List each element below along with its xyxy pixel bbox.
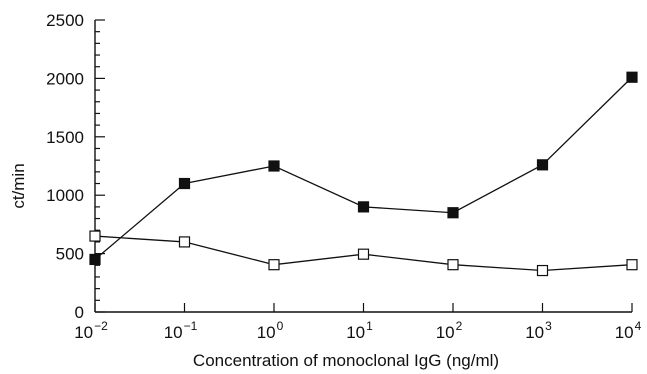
series-line-1 bbox=[94, 76, 633, 260]
x-tick-label: 100 bbox=[257, 319, 284, 342]
x-axis-title: Concentration of monoclonal IgG (ng/ml) bbox=[193, 351, 499, 370]
y-axis-title: ct/min bbox=[9, 163, 28, 208]
x-tick-label: 10−1 bbox=[164, 319, 198, 342]
open-square-marker bbox=[89, 230, 101, 242]
y-tick-label: 2500 bbox=[46, 11, 84, 30]
filled-square-marker bbox=[447, 207, 459, 219]
series-lines bbox=[94, 76, 633, 272]
open-square-marker bbox=[357, 248, 370, 260]
x-tick-label: 102 bbox=[436, 319, 463, 342]
x-tick-label: 104 bbox=[615, 319, 642, 342]
axes: 0 500 1000 1500 2000 2500 10−2 10−1 100 101 102 103… bbox=[46, 11, 641, 342]
open-square-marker bbox=[626, 259, 638, 271]
x-tick-label: 101 bbox=[346, 319, 373, 342]
y-tick-label: 500 bbox=[56, 245, 84, 264]
open-square-marker bbox=[536, 264, 549, 277]
filled-square-marker bbox=[536, 159, 549, 171]
filled-square-marker bbox=[268, 160, 280, 172]
filled-square-marker bbox=[357, 201, 370, 213]
filled-square-marker bbox=[178, 177, 191, 190]
filled-square-marker bbox=[89, 253, 101, 266]
series-markers bbox=[89, 71, 638, 277]
y-tick-label: 2000 bbox=[46, 69, 84, 88]
open-square-marker bbox=[447, 259, 459, 271]
open-square-marker bbox=[268, 259, 280, 271]
filled-square-marker bbox=[626, 71, 638, 83]
y-tick-label: 1000 bbox=[46, 186, 84, 205]
y-tick-label: 1500 bbox=[46, 128, 84, 147]
y-tick-label: 0 bbox=[75, 303, 84, 322]
open-square-marker bbox=[178, 236, 191, 248]
x-tick-label: 10−2 bbox=[74, 319, 108, 342]
x-tick-label: 103 bbox=[525, 319, 552, 342]
